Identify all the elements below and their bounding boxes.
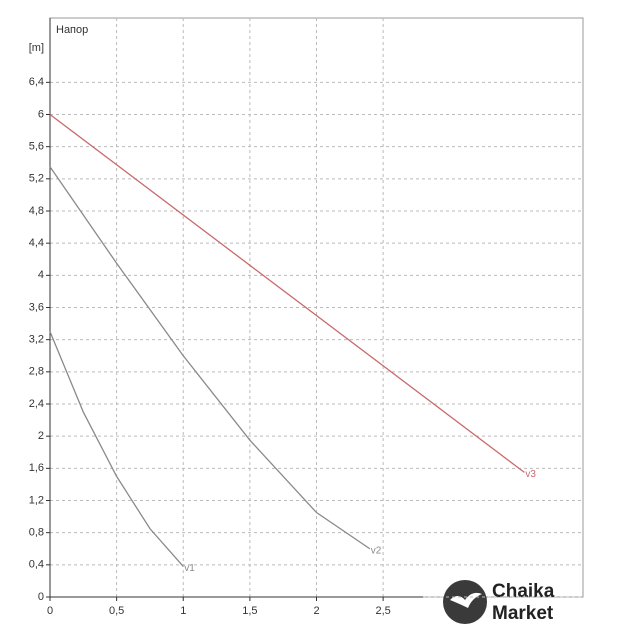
x-tick-label: 0,5 [109,605,124,617]
y-tick-label: 5,2 [29,173,44,185]
x-tick-label: 2 [313,605,319,617]
y-tick-label: 2,4 [29,398,44,410]
y-unit: [m] [29,42,44,54]
y-tick-label: 1,6 [29,462,44,474]
y-tick-label: 6,4 [29,76,44,88]
series-label: v1 [184,563,195,574]
y-tick-label: 5,6 [29,141,44,153]
x-tick-label: 1 [180,605,186,617]
y-tick-label: 2,8 [29,366,44,378]
y-tick-label: 2 [38,430,44,442]
y-tick-label: 6 [38,108,44,120]
series-line [49,166,371,550]
x-tick-label: 1,5 [242,605,257,617]
y-tick-label: 0,8 [29,527,44,539]
x-tick-label: 0 [47,605,53,617]
y-tick-label: 3,2 [29,334,44,346]
series-line [49,113,525,473]
logo-text: Market [492,603,554,624]
y-tick-label: 3,6 [29,301,44,313]
y-tick-label: 0,4 [29,559,44,571]
series-line [49,331,184,567]
logo-text: Chaika [492,581,555,602]
y-tick-label: 4,4 [29,237,44,249]
y-tick-label: 0 [38,591,44,603]
chart-title: Напор [56,24,88,36]
y-tick-label: 1,2 [29,494,44,506]
y-tick-label: 4 [38,269,44,281]
series-label: v3 [525,469,536,480]
series-label: v2 [371,545,382,556]
x-tick-label: 2,5 [375,605,390,617]
y-tick-label: 4,8 [29,205,44,217]
